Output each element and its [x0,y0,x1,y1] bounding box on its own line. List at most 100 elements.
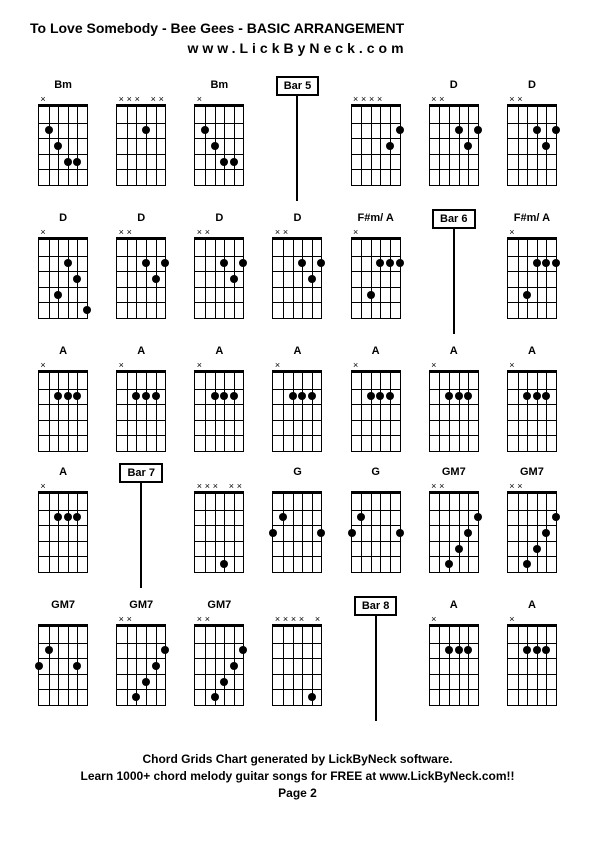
fretboard [116,624,166,706]
string-markers: ××××× [117,94,165,104]
fretboard [194,370,244,452]
chord-name-label: A [59,342,67,360]
chord-name-label: GM7 [51,596,75,614]
string-markers: × [430,614,478,624]
string-markers: ×× [508,481,556,491]
chord-diagram: × [269,360,325,455]
string-markers: × [430,360,478,370]
chord-diagram [269,481,325,576]
chord-diagram: ×× [504,481,560,576]
chord-cell: GM7×× [421,463,487,588]
chord-cell: A× [499,596,565,721]
chord-cell: A× [30,463,96,588]
string-markers: × [117,360,165,370]
string-markers: × [39,227,87,237]
string-markers: ×× [508,94,556,104]
chord-cell: A× [264,342,330,455]
string-markers: × [352,227,400,237]
chord-name-label: A [215,342,223,360]
chord-name-label: Bm [210,76,228,94]
string-markers [273,481,321,491]
fretboard [351,237,401,319]
fretboard [272,624,322,706]
chord-diagram [35,614,91,709]
fretboard [272,491,322,573]
chord-cell: GM7×× [108,596,174,721]
chord-diagram: × [35,360,91,455]
chord-cell: GM7×× [499,463,565,588]
chord-cell: D× [30,209,96,334]
string-markers: ×××× [352,94,400,104]
page-title: To Love Somebody - Bee Gees - BASIC ARRA… [30,20,565,36]
chord-diagram: ××××× [191,481,247,576]
chord-cell: F#m/ A× [343,209,409,334]
chord-name-label: D [215,209,223,227]
fretboard [116,104,166,186]
fretboard [507,237,557,319]
chord-name-label: GM7 [207,596,231,614]
footer: Chord Grids Chart generated by LickByNec… [30,751,565,801]
chord-name-label: A [59,463,67,481]
fretboard [429,104,479,186]
chord-name-label: D [294,209,302,227]
chord-name-label: D [137,209,145,227]
footer-line-1: Chord Grids Chart generated by LickByNec… [30,751,565,768]
chord-cell: GM7 [30,596,96,721]
chord-diagram [348,481,404,576]
chord-name-label: GM7 [129,596,153,614]
chord-cell: D×× [108,209,174,334]
chord-cell: G [343,463,409,588]
chord-diagram: × [191,360,247,455]
chord-name-label: GM7 [520,463,544,481]
chord-diagram: ×× [426,94,482,189]
chord-diagram: ×× [191,227,247,322]
bar-separator-line [453,229,455,334]
string-markers: × [508,227,556,237]
chord-name-label: D [450,76,458,94]
string-markers: × [39,360,87,370]
bar-label: Bar 6 [432,209,476,229]
string-markers: ×× [195,227,243,237]
chord-name-label: Bm [54,76,72,94]
chord-cell: Bm× [186,76,252,201]
fretboard [429,370,479,452]
chord-cell: Bm× [30,76,96,201]
fretboard [507,624,557,706]
string-markers: ×× [430,481,478,491]
string-markers: ×× [117,227,165,237]
chord-name-label [374,76,377,94]
chord-name-label: F#m/ A [358,209,394,227]
fretboard [429,491,479,573]
footer-line-2: Learn 1000+ chord melody guitar songs fo… [30,768,565,785]
chord-name-label: G [293,463,302,481]
chord-name-label: F#m/ A [514,209,550,227]
page-subtitle: www.LickByNeck.com [30,40,565,56]
chord-diagram: × [35,481,91,576]
string-markers: × [39,481,87,491]
chord-diagram: × [504,360,560,455]
chord-cell: A× [186,342,252,455]
fretboard [116,370,166,452]
string-markers: ×× [117,614,165,624]
string-markers: × [195,360,243,370]
chord-diagram: × [35,227,91,322]
chord-cell: A× [30,342,96,455]
chord-diagram: × [426,614,482,709]
chord-name-label: A [528,342,536,360]
fretboard [507,104,557,186]
string-markers: × [39,94,87,104]
chord-diagram: ×××× [348,94,404,189]
fretboard [429,624,479,706]
chord-name-label: A [528,596,536,614]
fretboard [116,237,166,319]
chord-diagram: ×× [504,94,560,189]
chord-diagram: ×× [269,227,325,322]
bar-separator-cell: Bar 7 [108,463,174,588]
fretboard [38,237,88,319]
chord-diagram: ×× [113,614,169,709]
chord-cell: D×× [186,209,252,334]
chord-diagram: ××××× [269,614,325,709]
chord-diagram: × [504,227,560,322]
chord-diagram: × [504,614,560,709]
chord-name-label: GM7 [442,463,466,481]
